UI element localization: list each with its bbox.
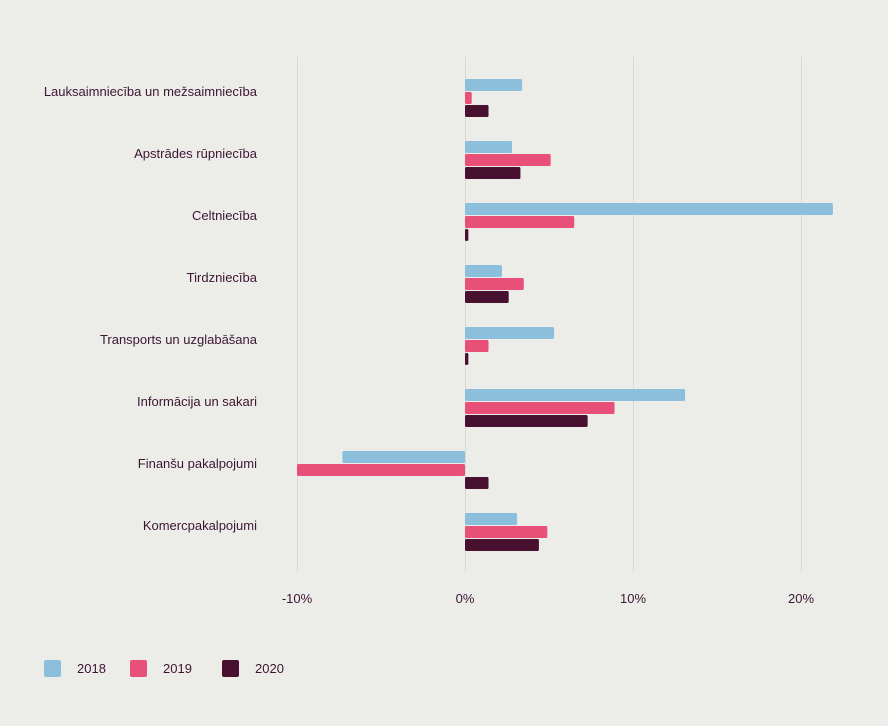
- category-label: Finanšu pakalpojumi: [138, 456, 257, 471]
- category-label: Apstrādes rūpniecība: [134, 146, 258, 161]
- bar-2020-1: [465, 167, 521, 179]
- x-tick-label: 10%: [620, 591, 646, 606]
- bar-2018-6: [342, 451, 465, 463]
- x-tick-labels: -10% 0% 10% 20%: [282, 591, 815, 606]
- bar-2018-7: [465, 513, 518, 525]
- bar-2020-5: [465, 415, 588, 427]
- category-label: Celtniecība: [192, 208, 258, 223]
- x-tick-label: 20%: [788, 591, 814, 606]
- bar-2019-0: [465, 92, 472, 104]
- bar-2020-7: [465, 539, 539, 551]
- legend-label-2018: 2018: [77, 661, 106, 676]
- bar-2018-5: [465, 389, 686, 401]
- category-labels: Lauksaimniecība un mežsaimniecība Apstrād…: [44, 84, 258, 533]
- x-tick-label: -10%: [282, 591, 313, 606]
- category-label: Komercpakalpojumi: [143, 518, 257, 533]
- bar-2018-2: [465, 203, 833, 215]
- bar-2020-6: [465, 477, 489, 489]
- bar-2018-3: [465, 265, 502, 277]
- legend-swatch-2020: [222, 660, 239, 677]
- bars: [297, 79, 833, 551]
- gridlines: [297, 57, 802, 572]
- legend: 2018 2019 2020: [44, 660, 284, 677]
- bar-2018-0: [465, 79, 523, 91]
- bar-2018-1: [465, 141, 513, 153]
- bar-2019-5: [465, 402, 615, 414]
- bar-2019-6: [297, 464, 465, 476]
- category-label: Transports un uzglabāšana: [100, 332, 258, 347]
- bar-2018-4: [465, 327, 555, 339]
- category-label: Tirdzniecība: [187, 270, 258, 285]
- bar-2019-1: [465, 154, 551, 166]
- legend-label-2020: 2020: [255, 661, 284, 676]
- legend-swatch-2019: [130, 660, 147, 677]
- x-tick-label: 0%: [456, 591, 475, 606]
- bar-2020-3: [465, 291, 509, 303]
- bar-2020-0: [465, 105, 489, 117]
- bar-2020-4: [465, 353, 469, 365]
- category-label: Informācija un sakari: [137, 394, 257, 409]
- legend-swatch-2018: [44, 660, 61, 677]
- bar-2019-7: [465, 526, 548, 538]
- bar-2020-2: [465, 229, 469, 241]
- category-label: Lauksaimniecība un mežsaimniecība: [44, 84, 258, 99]
- bar-2019-4: [465, 340, 489, 352]
- legend-label-2019: 2019: [163, 661, 192, 676]
- bar-2019-2: [465, 216, 575, 228]
- bar-2019-3: [465, 278, 524, 290]
